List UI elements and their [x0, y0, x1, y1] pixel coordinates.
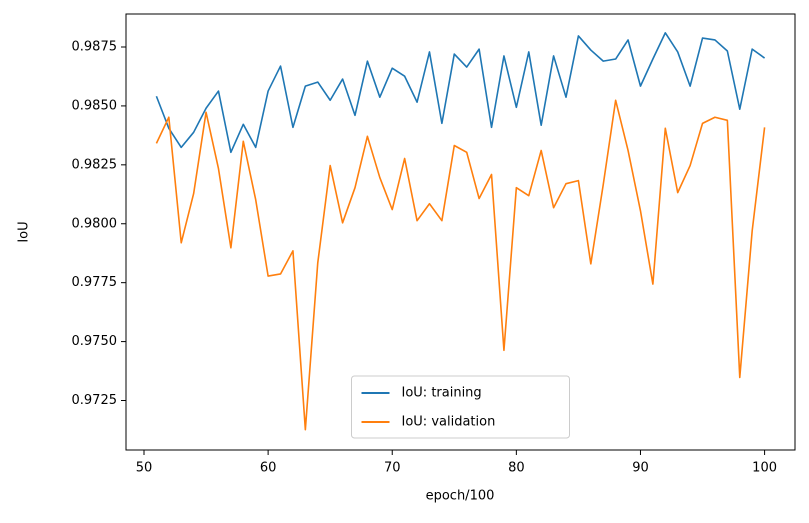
data-line	[155, 99, 766, 431]
legend-label: IoU: training	[402, 386, 482, 401]
y-tick-label: 0.9750	[72, 334, 118, 349]
y-tick-label: 0.9825	[72, 157, 118, 172]
y-tick-label: 0.9875	[72, 39, 118, 54]
y-tick-label: 0.9800	[72, 216, 118, 231]
data-line	[155, 32, 766, 154]
x-tick-label: 60	[260, 461, 277, 476]
x-tick-label: 90	[632, 461, 649, 476]
x-tick-label: 70	[384, 461, 401, 476]
x-tick-label: 80	[508, 461, 525, 476]
y-tick-label: 0.9775	[72, 275, 118, 290]
x-axis-label: epoch/100	[426, 489, 495, 504]
y-axis-label: IoU	[17, 221, 32, 242]
legend-label: IoU: validation	[402, 415, 496, 430]
x-tick-label: 100	[752, 461, 777, 476]
plot-frame	[125, 13, 796, 451]
y-tick-label: 0.9725	[72, 393, 118, 408]
legend: IoU: training IoU: validation	[351, 375, 570, 439]
legend-box	[351, 375, 570, 439]
x-tick-label: 50	[136, 461, 153, 476]
y-tick-label: 0.9850	[72, 98, 118, 113]
